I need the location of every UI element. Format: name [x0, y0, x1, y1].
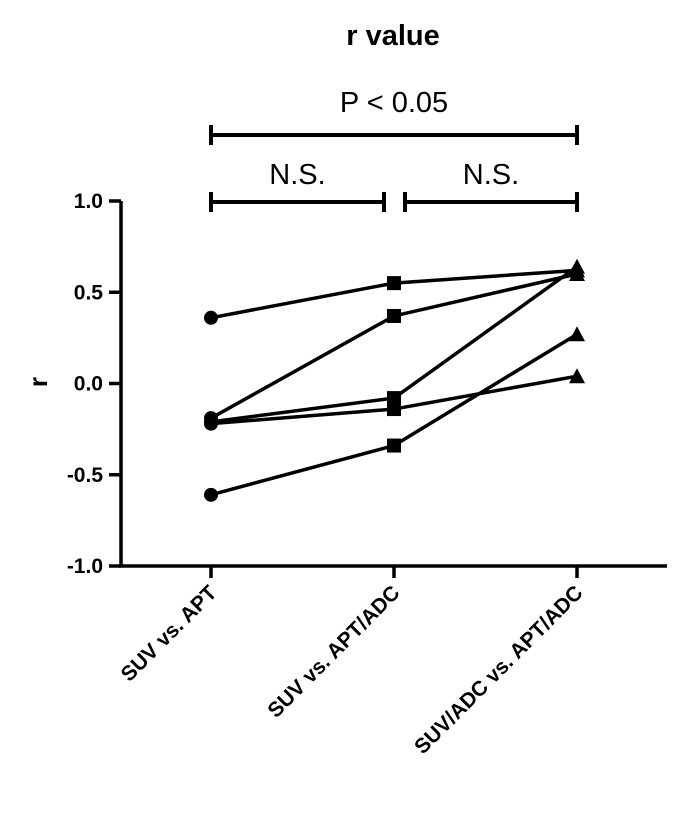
y-tick-label: -1.0	[67, 555, 103, 578]
data-point-triangle	[569, 368, 585, 384]
x-ticks: SUV vs. APT SUV vs. APT/ADC SUV/ADC vs. AP…	[117, 566, 588, 759]
x-tick-label: SUV/ADC vs. APT/ADC	[410, 581, 587, 758]
data-point-circle	[204, 416, 218, 431]
y-tick-label: 1.0	[74, 190, 103, 213]
data-point-square	[387, 276, 401, 291]
significance-label: N.S.	[269, 159, 325, 191]
y-axis-label: r	[23, 377, 53, 387]
significance-label: P < 0.05	[340, 87, 448, 119]
significance-label: N.S.	[463, 159, 519, 191]
series-group	[204, 368, 585, 431]
y-tick-label: 0.5	[74, 281, 104, 304]
data-point-square	[387, 438, 401, 453]
data-point-triangle	[569, 258, 585, 274]
data-point-circle	[204, 310, 218, 325]
series-group	[204, 326, 585, 502]
data-point-triangle	[569, 326, 585, 342]
y-tick-label: -0.5	[67, 464, 104, 487]
x-tick-label: SUV vs. APT/ADC	[263, 581, 404, 722]
data-point-square	[387, 308, 401, 323]
chart-title: r value	[346, 20, 440, 52]
y-ticks: 1.0 0.5 0.0 -0.5 -1.0	[67, 190, 121, 578]
series	[204, 258, 585, 502]
significance-brackets: P < 0.05 N.S. N.S.	[209, 87, 579, 212]
data-point-square	[387, 391, 401, 406]
x-tick-label: SUV vs. APT	[117, 581, 222, 686]
y-tick-label: 0.0	[74, 373, 103, 396]
data-point-circle	[204, 487, 218, 502]
data-point-square	[387, 402, 401, 417]
